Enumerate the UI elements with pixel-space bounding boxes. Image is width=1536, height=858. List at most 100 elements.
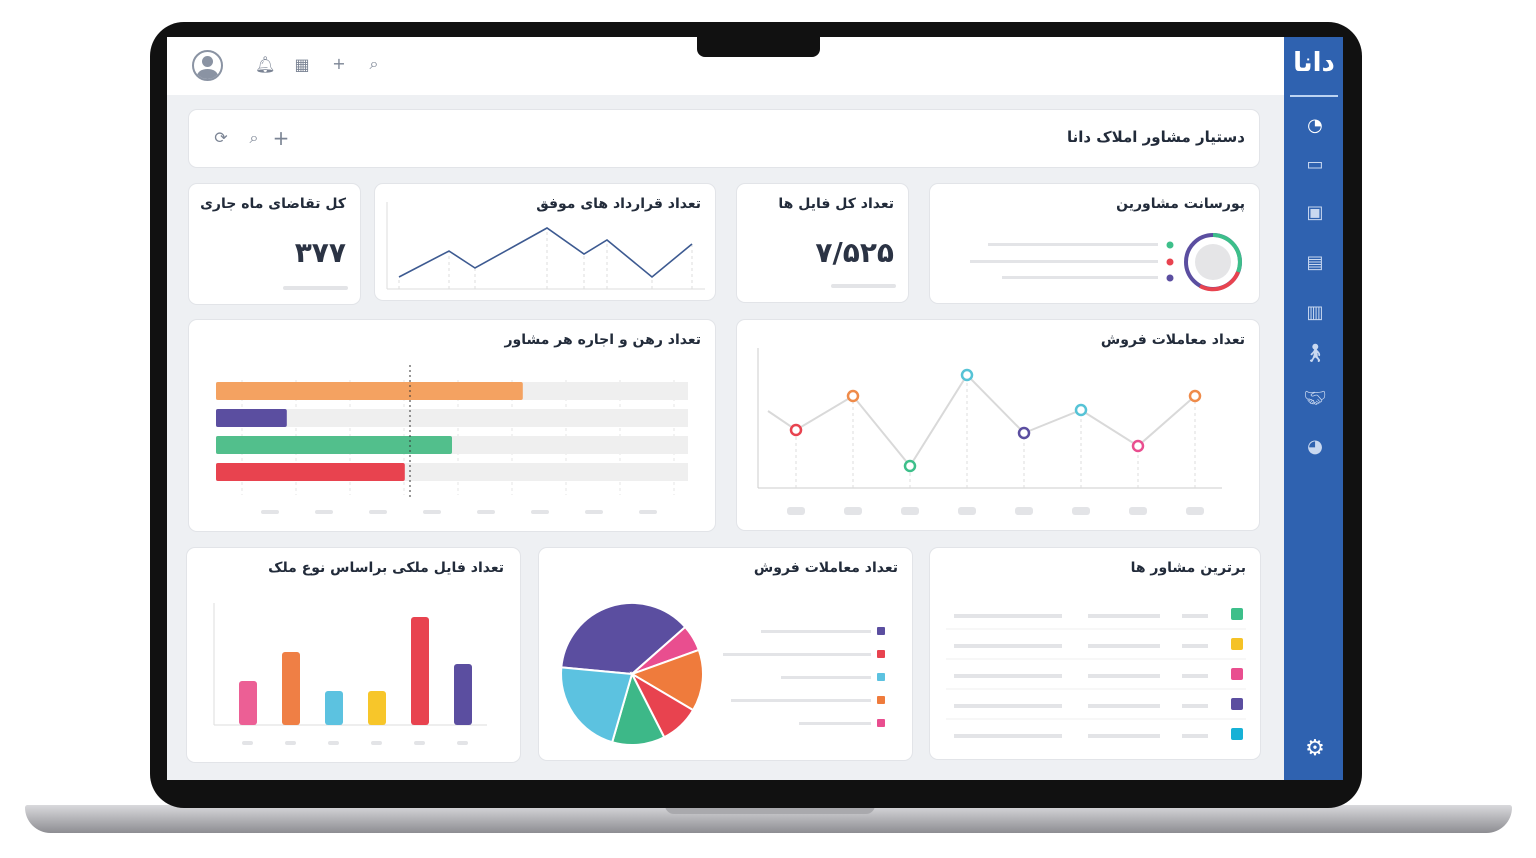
- tick-label-placeholder: [958, 507, 976, 515]
- plus-icon[interactable]: +: [332, 54, 346, 73]
- plus-icon[interactable]: +: [272, 126, 290, 150]
- page-title: دستیار مشاور املاک دانا: [1066, 128, 1245, 146]
- tick-label-placeholder: [531, 510, 549, 514]
- tick-label-placeholder: [1015, 507, 1033, 515]
- tick-label-placeholder: [1129, 507, 1147, 515]
- tick-label-placeholder: [1072, 507, 1090, 515]
- bar: [454, 664, 472, 725]
- row-placeholder: [1182, 704, 1208, 708]
- sales-pie-chart: [560, 602, 885, 746]
- contracts-line-chart: [386, 202, 705, 290]
- sales-pie-card: تعداد معاملات فروش: [538, 547, 913, 761]
- refresh-icon[interactable]: ⟳: [214, 128, 228, 147]
- card-title: تعداد کل فایل ها: [778, 196, 894, 212]
- bar: [282, 652, 300, 725]
- contacts-icon[interactable]: ▣: [1306, 202, 1324, 223]
- property-files-bar-chart: [213, 603, 487, 745]
- property-files-card: تعداد فایل ملکی براساس نوع ملک: [186, 547, 521, 763]
- tick-label-placeholder: [369, 510, 387, 514]
- row-placeholder: [954, 644, 1062, 648]
- legend-swatch: [877, 673, 885, 681]
- card-title: تعداد معاملات فروش: [1100, 332, 1245, 348]
- tick-label-placeholder: [315, 510, 333, 514]
- id-card-icon[interactable]: ▤: [1306, 252, 1324, 273]
- bar: [239, 681, 257, 725]
- row-placeholder: [954, 674, 1062, 678]
- tick-label-placeholder: [414, 741, 425, 745]
- legend-swatch: [877, 650, 885, 658]
- data-point: [1188, 389, 1202, 403]
- card-title: پورسانت مشاورین: [1116, 196, 1245, 212]
- sidebar: [1284, 37, 1343, 780]
- page-header: دستیار مشاور املاک دانا ⟳ ⌕ +: [188, 109, 1260, 168]
- bar: [216, 463, 405, 481]
- row-placeholder: [1182, 674, 1208, 678]
- placeholder-bar: [283, 286, 348, 290]
- row-placeholder: [1182, 614, 1208, 618]
- bell-icon[interactable]: 🔔︎: [255, 55, 276, 74]
- rent-card: تعداد رهن و اجاره هر مشاور: [188, 319, 716, 532]
- card-title: تعداد قرارداد های موفق: [536, 196, 701, 212]
- logo-text: دانا: [1293, 48, 1335, 78]
- pie-chart-icon[interactable]: ◕: [1307, 436, 1323, 457]
- building-icon[interactable]: ▥: [1306, 302, 1324, 323]
- placeholder-bar: [831, 284, 896, 288]
- calendar-icon[interactable]: ▦: [294, 55, 310, 74]
- search-icon[interactable]: ⌕: [369, 54, 379, 73]
- avatar-icon[interactable]: [192, 50, 223, 81]
- series-line: [398, 227, 693, 279]
- data-point: [789, 423, 803, 437]
- files-value: ۷/۵۲۵: [815, 236, 894, 269]
- legend-placeholder: [781, 676, 871, 679]
- row-placeholder: [954, 614, 1062, 618]
- series-line: [767, 373, 1196, 468]
- bar: [216, 436, 452, 454]
- row-placeholder: [1088, 674, 1160, 678]
- contracts-card: تعداد قرارداد های موفق: [374, 183, 716, 301]
- tick-label-placeholder: [242, 741, 253, 745]
- sales-line-card: تعداد معاملات فروش: [736, 319, 1260, 531]
- tick-label-placeholder: [261, 510, 279, 514]
- tick-label-placeholder: [639, 510, 657, 514]
- search-icon[interactable]: ⌕: [249, 128, 259, 147]
- laptop-hinge: [665, 805, 875, 814]
- legend-swatch: [877, 719, 885, 727]
- card-title: کل تقاضای ماه جاری: [200, 196, 346, 212]
- tick-label-placeholder: [585, 510, 603, 514]
- sales-line-chart: [757, 348, 1222, 515]
- logo: دانا: [1289, 48, 1339, 78]
- requests-card: کل تقاضای ماه جاری ۳۷۷: [188, 183, 361, 305]
- handshake-icon[interactable]: 🤝︎: [1303, 388, 1327, 409]
- data-point: [1074, 403, 1088, 417]
- bar: [325, 691, 343, 725]
- card-title: تعداد رهن و اجاره هر مشاور: [504, 332, 702, 348]
- bar: [411, 617, 429, 725]
- bar: [216, 409, 287, 427]
- gear-icon[interactable]: ⚙: [1305, 736, 1325, 761]
- commission-donut: [970, 233, 1242, 292]
- tick-label-placeholder: [328, 741, 339, 745]
- row-placeholder: [1088, 734, 1160, 738]
- legend-swatch: [877, 627, 885, 635]
- tick-label-placeholder: [844, 507, 862, 515]
- data-point: [960, 368, 974, 382]
- data-point: [1017, 426, 1031, 440]
- bar-track: [216, 409, 688, 427]
- sidebar-divider: [1290, 95, 1338, 97]
- walking-person-icon[interactable]: 🚶︎: [1303, 343, 1327, 364]
- tick-label-placeholder: [371, 741, 382, 745]
- card-title: تعداد معاملات فروش: [753, 560, 898, 576]
- tick-label-placeholder: [285, 741, 296, 745]
- legend-placeholder: [723, 653, 871, 656]
- tick-label-placeholder: [457, 741, 468, 745]
- requests-value: ۳۷۷: [294, 236, 346, 269]
- pie-slice: [560, 666, 634, 744]
- top-agents-list: [946, 608, 1246, 740]
- row-placeholder: [1182, 734, 1208, 738]
- tick-label-placeholder: [1186, 507, 1204, 515]
- rank-color: [1231, 698, 1243, 710]
- calendar-icon[interactable]: ▭: [1306, 154, 1324, 175]
- dashboard-gauge-icon[interactable]: ◔: [1307, 115, 1323, 136]
- rank-color: [1231, 728, 1243, 740]
- row-placeholder: [1088, 614, 1160, 618]
